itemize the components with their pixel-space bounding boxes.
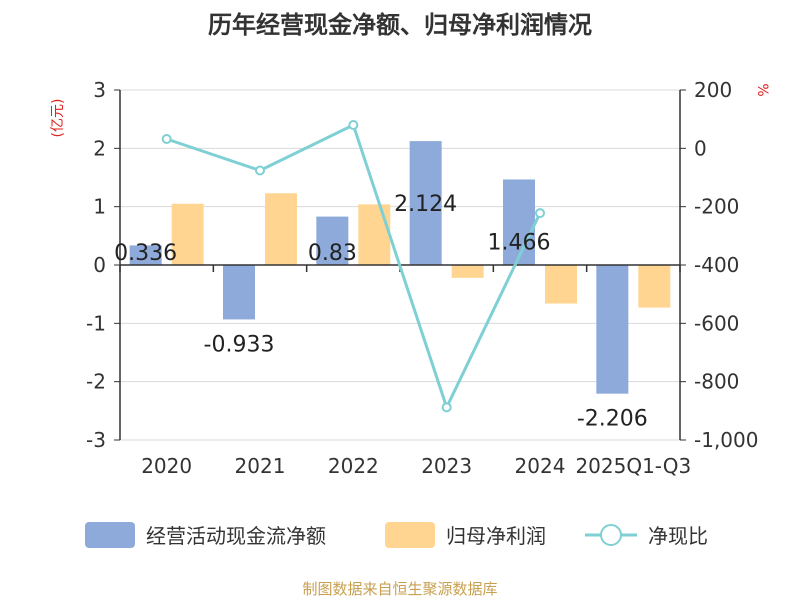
legend-swatch-cashflow (85, 522, 135, 548)
bar-profit[interactable] (638, 265, 671, 308)
x-axis-tick-label: 2021 (235, 454, 286, 478)
bar-profit[interactable] (545, 265, 577, 304)
point-ratio[interactable] (441, 402, 452, 413)
bar-series-group (129, 141, 671, 394)
legend-item-ratio[interactable]: 净现比 (585, 524, 708, 548)
data-label-cashflow: 0.336 (114, 241, 177, 266)
right-axis-tick-label: -600 (694, 311, 739, 335)
legend-marker-ratio (600, 524, 622, 546)
legend-label-profit: 归母净利润 (446, 524, 546, 548)
x-axis-tick-label: 2023 (421, 454, 472, 478)
right-axis-tick-label: 0 (694, 136, 707, 160)
legend-item-cashflow[interactable]: 经营活动现金流净额 (85, 522, 326, 548)
left-axis-tick-label: -3 (86, 428, 106, 452)
left-axis-tick-label: 2 (93, 136, 106, 160)
right-axis-tick-label: -400 (694, 253, 739, 277)
data-label-cashflow: 0.83 (308, 241, 357, 266)
bar-profit[interactable] (451, 265, 484, 278)
right-axis-unit: % (754, 83, 770, 96)
legend-swatch-profit (385, 522, 435, 548)
right-axis-tick-label: 200 (694, 78, 732, 102)
data-label-cashflow: -0.933 (204, 332, 275, 357)
left-axis-unit: (亿元) (50, 99, 66, 138)
line-ratio (166, 122, 542, 412)
axes: 3 2 1 0 -1 -2 -3 200 0 -200 -400 -600 -800 -1,000 2020… (86, 78, 758, 478)
left-axis-tick-label: 0 (93, 253, 106, 277)
bar-profit[interactable] (171, 203, 204, 265)
left-axis-tick-label: -1 (86, 311, 106, 335)
left-axis-tick-label: 1 (93, 195, 106, 219)
bar-cashflow[interactable] (596, 265, 629, 394)
bar-cashflow[interactable] (223, 265, 255, 320)
bar-profit[interactable] (358, 204, 391, 265)
data-labels: 0.336 -0.933 0.83 2.124 1.466 -2.206 (114, 192, 648, 432)
right-axis-tick-label: -1,000 (694, 428, 758, 452)
bar-cashflow[interactable] (503, 179, 535, 265)
bar-cashflow[interactable] (409, 141, 442, 265)
right-axis-tick-label: -800 (694, 370, 739, 394)
point-ratio[interactable] (161, 134, 172, 144)
right-axis-tick-label: -200 (694, 195, 739, 219)
data-source: 制图数据来自恒生聚源数据库 (302, 580, 497, 598)
chart-title: 历年经营现金净额、归母净利润情况 (208, 11, 592, 39)
data-label-cashflow: 1.466 (488, 230, 551, 255)
legend-label-ratio: 净现比 (648, 524, 708, 548)
legend-item-profit[interactable]: 归母净利润 (385, 522, 546, 548)
x-axis-tick-label: 2020 (141, 454, 192, 478)
left-axis-tick-label: 3 (93, 78, 106, 102)
line-series-group (161, 120, 545, 413)
legend: 经营活动现金流净额 归母净利润 净现比 (85, 522, 708, 548)
legend-label-cashflow: 经营活动现金流净额 (146, 524, 326, 548)
data-label-cashflow: 2.124 (394, 192, 457, 217)
point-ratio[interactable] (535, 208, 545, 219)
bar-cashflow[interactable] (129, 245, 162, 265)
point-ratio[interactable] (348, 120, 359, 130)
x-axis-tick-label: 2024 (515, 454, 566, 478)
x-axis-tick-label: 2025Q1-Q3 (575, 454, 691, 478)
bar-profit[interactable] (265, 193, 297, 265)
bar-cashflow[interactable] (316, 216, 349, 265)
data-label-cashflow: -2.206 (577, 407, 648, 432)
left-axis-tick-label: -2 (86, 370, 106, 394)
x-axis-tick-label: 2022 (328, 454, 379, 478)
point-ratio[interactable] (255, 165, 265, 176)
